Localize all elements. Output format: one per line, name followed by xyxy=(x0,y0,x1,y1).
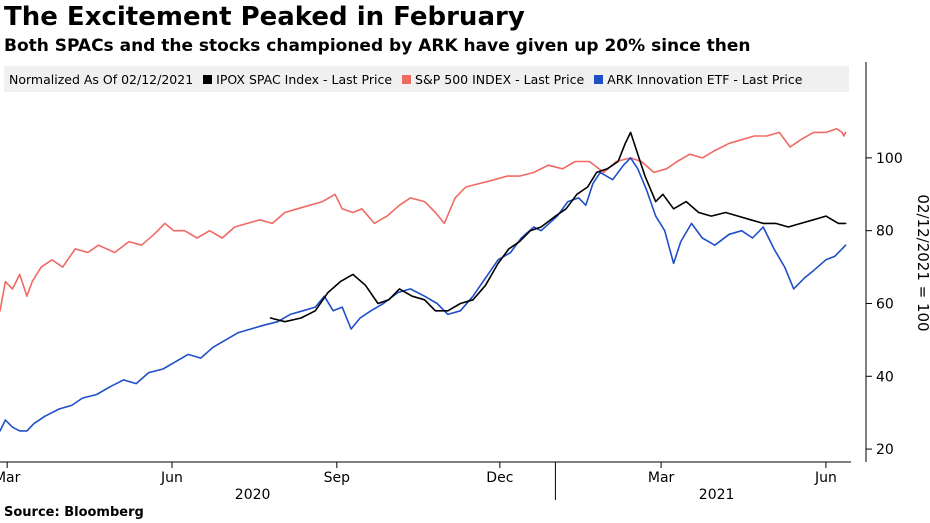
legend-label-ark: ARK Innovation ETF - Last Price xyxy=(607,71,803,87)
chart-axes: 20 40 60 80 100 Mar Jun Sep Dec Mar Jun 2020 2021 xyxy=(0,62,903,503)
series-line-ark xyxy=(0,157,847,432)
series-line-spac xyxy=(269,131,847,323)
chart-title: The Excitement Peaked in February xyxy=(4,2,525,32)
y-tick-label: 40 xyxy=(876,369,894,385)
legend-swatch-ark xyxy=(594,74,604,84)
series-line-sp500 xyxy=(0,128,847,312)
legend-item-sp500: S&P 500 INDEX - Last Price xyxy=(402,72,584,87)
x-year-label: 2021 xyxy=(699,487,735,503)
x-tick-label: Mar xyxy=(648,470,675,486)
chart-subtitle: Both SPACs and the stocks championed by … xyxy=(4,36,751,56)
legend-swatch-spac xyxy=(203,74,213,84)
x-tick-label: Dec xyxy=(486,470,513,486)
x-tick-label: Mar xyxy=(0,470,21,486)
legend-label-spac: IPOX SPAC Index - Last Price xyxy=(216,71,393,87)
y-tick-label: 20 xyxy=(876,442,894,458)
y-axis-label: 02/12/2021 = 100 xyxy=(914,194,930,331)
y-tick-label: 100 xyxy=(876,151,903,167)
legend-lead-text: Normalized As Of 02/12/2021 xyxy=(9,71,194,87)
legend-label-sp500: S&P 500 INDEX - Last Price xyxy=(415,71,585,87)
chart-series-group xyxy=(0,128,847,432)
chart-legend: Normalized As Of 02/12/2021 IPOX SPAC In… xyxy=(4,66,849,92)
y-tick-label: 60 xyxy=(876,296,894,312)
x-tick-label: Jun xyxy=(160,470,183,486)
legend-swatch-sp500 xyxy=(402,74,412,84)
x-tick-label: Jun xyxy=(814,470,837,486)
legend-item-spac: IPOX SPAC Index - Last Price xyxy=(203,72,392,87)
legend-item-ark: ARK Innovation ETF - Last Price xyxy=(594,72,802,87)
y-tick-label: 80 xyxy=(876,224,894,240)
x-year-label: 2020 xyxy=(235,487,271,503)
x-tick-label: Sep xyxy=(324,470,351,486)
source-note: Source: Bloomberg xyxy=(4,505,144,520)
